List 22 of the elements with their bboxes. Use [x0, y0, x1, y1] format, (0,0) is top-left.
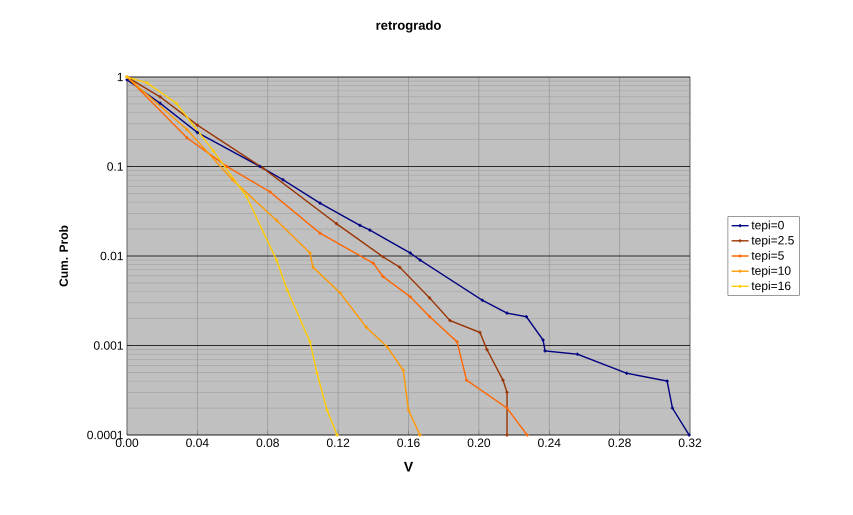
- y-axis-title: Cum. Prob: [59, 226, 68, 286]
- x-tick-label: 0.32: [678, 438, 702, 448]
- legend-label: tepi=10: [752, 266, 791, 278]
- y-tick-label: 0.1: [107, 162, 123, 171]
- legend-label: tepi=5: [752, 250, 784, 262]
- x-tick-label: 0.20: [468, 438, 490, 448]
- x-tick-label: 0.28: [608, 438, 631, 448]
- y-tick-label: 0.001: [94, 341, 123, 350]
- chart-title: retrogrado: [376, 20, 441, 32]
- y-tick-label: 1: [118, 72, 123, 82]
- x-tick-label: 0.16: [397, 438, 420, 448]
- x-tick-label: 0.24: [538, 438, 561, 448]
- x-tick-label: 0.12: [326, 438, 350, 448]
- x-tick-label: 0.00: [116, 438, 138, 448]
- legend-label: tepi=16: [752, 281, 790, 292]
- legend-label: tepi=0: [752, 220, 784, 232]
- legend-label: tepi=2.5: [752, 236, 794, 247]
- x-axis-title: V: [404, 462, 414, 472]
- y-tick-label: 0.01: [100, 252, 123, 260]
- x-tick-label: 0.04: [186, 438, 209, 448]
- y-tick-label: 0.0001: [87, 430, 123, 440]
- x-tick-label: 0.08: [256, 438, 279, 448]
